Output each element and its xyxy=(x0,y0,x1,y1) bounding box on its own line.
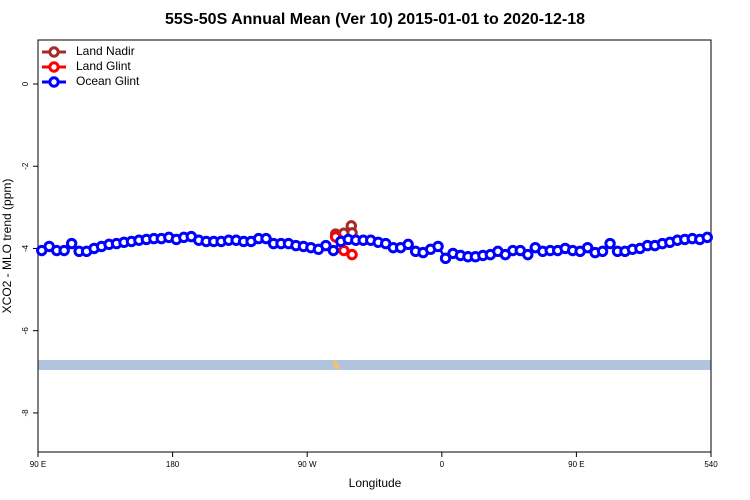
data-point xyxy=(65,237,78,250)
data-point xyxy=(320,239,332,252)
y-axis-label: XCO2 - MLO trend (ppm) xyxy=(0,179,14,314)
data-point xyxy=(581,241,594,254)
data-point xyxy=(402,238,414,251)
legend-marker xyxy=(48,76,60,88)
data-point xyxy=(522,248,534,261)
land-spot xyxy=(332,360,338,366)
data-point xyxy=(327,244,340,257)
y-tick-label: -4 xyxy=(21,244,30,252)
x-tick-label: 180 xyxy=(166,460,180,469)
data-point xyxy=(260,232,272,245)
legend-label: Land Nadir xyxy=(76,44,135,58)
legend-label: Land Glint xyxy=(76,59,131,73)
data-point xyxy=(346,248,358,261)
data-point xyxy=(432,240,444,253)
y-tick-label: -8 xyxy=(21,409,30,417)
data-point xyxy=(58,244,70,257)
y-tick-label: 0 xyxy=(21,81,30,86)
data-point xyxy=(596,245,609,258)
data-point xyxy=(701,231,713,244)
x-tick-label: 90 W xyxy=(298,460,317,469)
x-tick-label: 540 xyxy=(704,460,718,469)
legend-marker xyxy=(48,61,60,73)
plot-frame xyxy=(37,39,712,453)
land-spot xyxy=(334,364,340,370)
land-mask-band xyxy=(38,360,711,370)
legend-label: Ocean Glint xyxy=(76,74,140,88)
y-tick-label: -6 xyxy=(21,327,30,335)
chart-title: 55S-50S Annual Mean (Ver 10) 2015-01-01 … xyxy=(165,11,585,28)
legend-marker xyxy=(48,46,60,58)
x-tick-label: 90 E xyxy=(568,460,584,469)
data-point xyxy=(604,237,616,250)
data-point xyxy=(439,252,452,265)
y-tick-label: -2 xyxy=(21,162,30,170)
x-tick-label: 0 xyxy=(440,460,445,469)
x-axis-label: Longitude xyxy=(349,476,402,490)
x-tick-label: 90 E xyxy=(30,460,46,469)
